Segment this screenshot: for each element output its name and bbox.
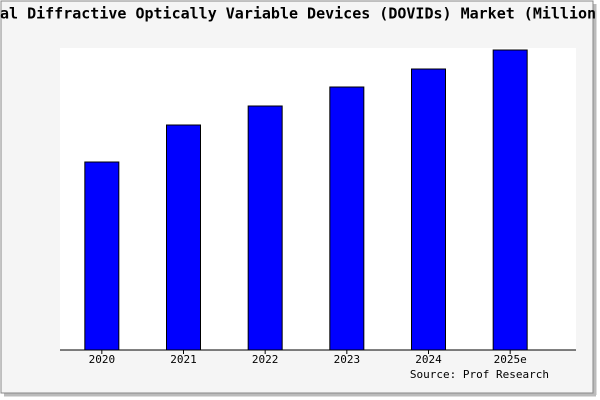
bar bbox=[329, 86, 365, 351]
x-tick-label: 2025e bbox=[494, 353, 527, 366]
x-tick-label: 2023 bbox=[334, 353, 361, 366]
x-tick-label: 2022 bbox=[252, 353, 279, 366]
plot-area bbox=[60, 48, 576, 350]
bar bbox=[492, 49, 528, 351]
bar bbox=[84, 161, 120, 351]
bar bbox=[247, 105, 283, 351]
x-tick-label: 2021 bbox=[170, 353, 197, 366]
bar bbox=[166, 124, 201, 351]
source-note: Source: Prof Research bbox=[410, 368, 549, 381]
x-tick-label: 2024 bbox=[415, 353, 442, 366]
bar bbox=[411, 68, 446, 351]
x-tick-label: 2020 bbox=[89, 353, 116, 366]
chart-title: al Diffractive Optically Variable Device… bbox=[0, 5, 596, 23]
